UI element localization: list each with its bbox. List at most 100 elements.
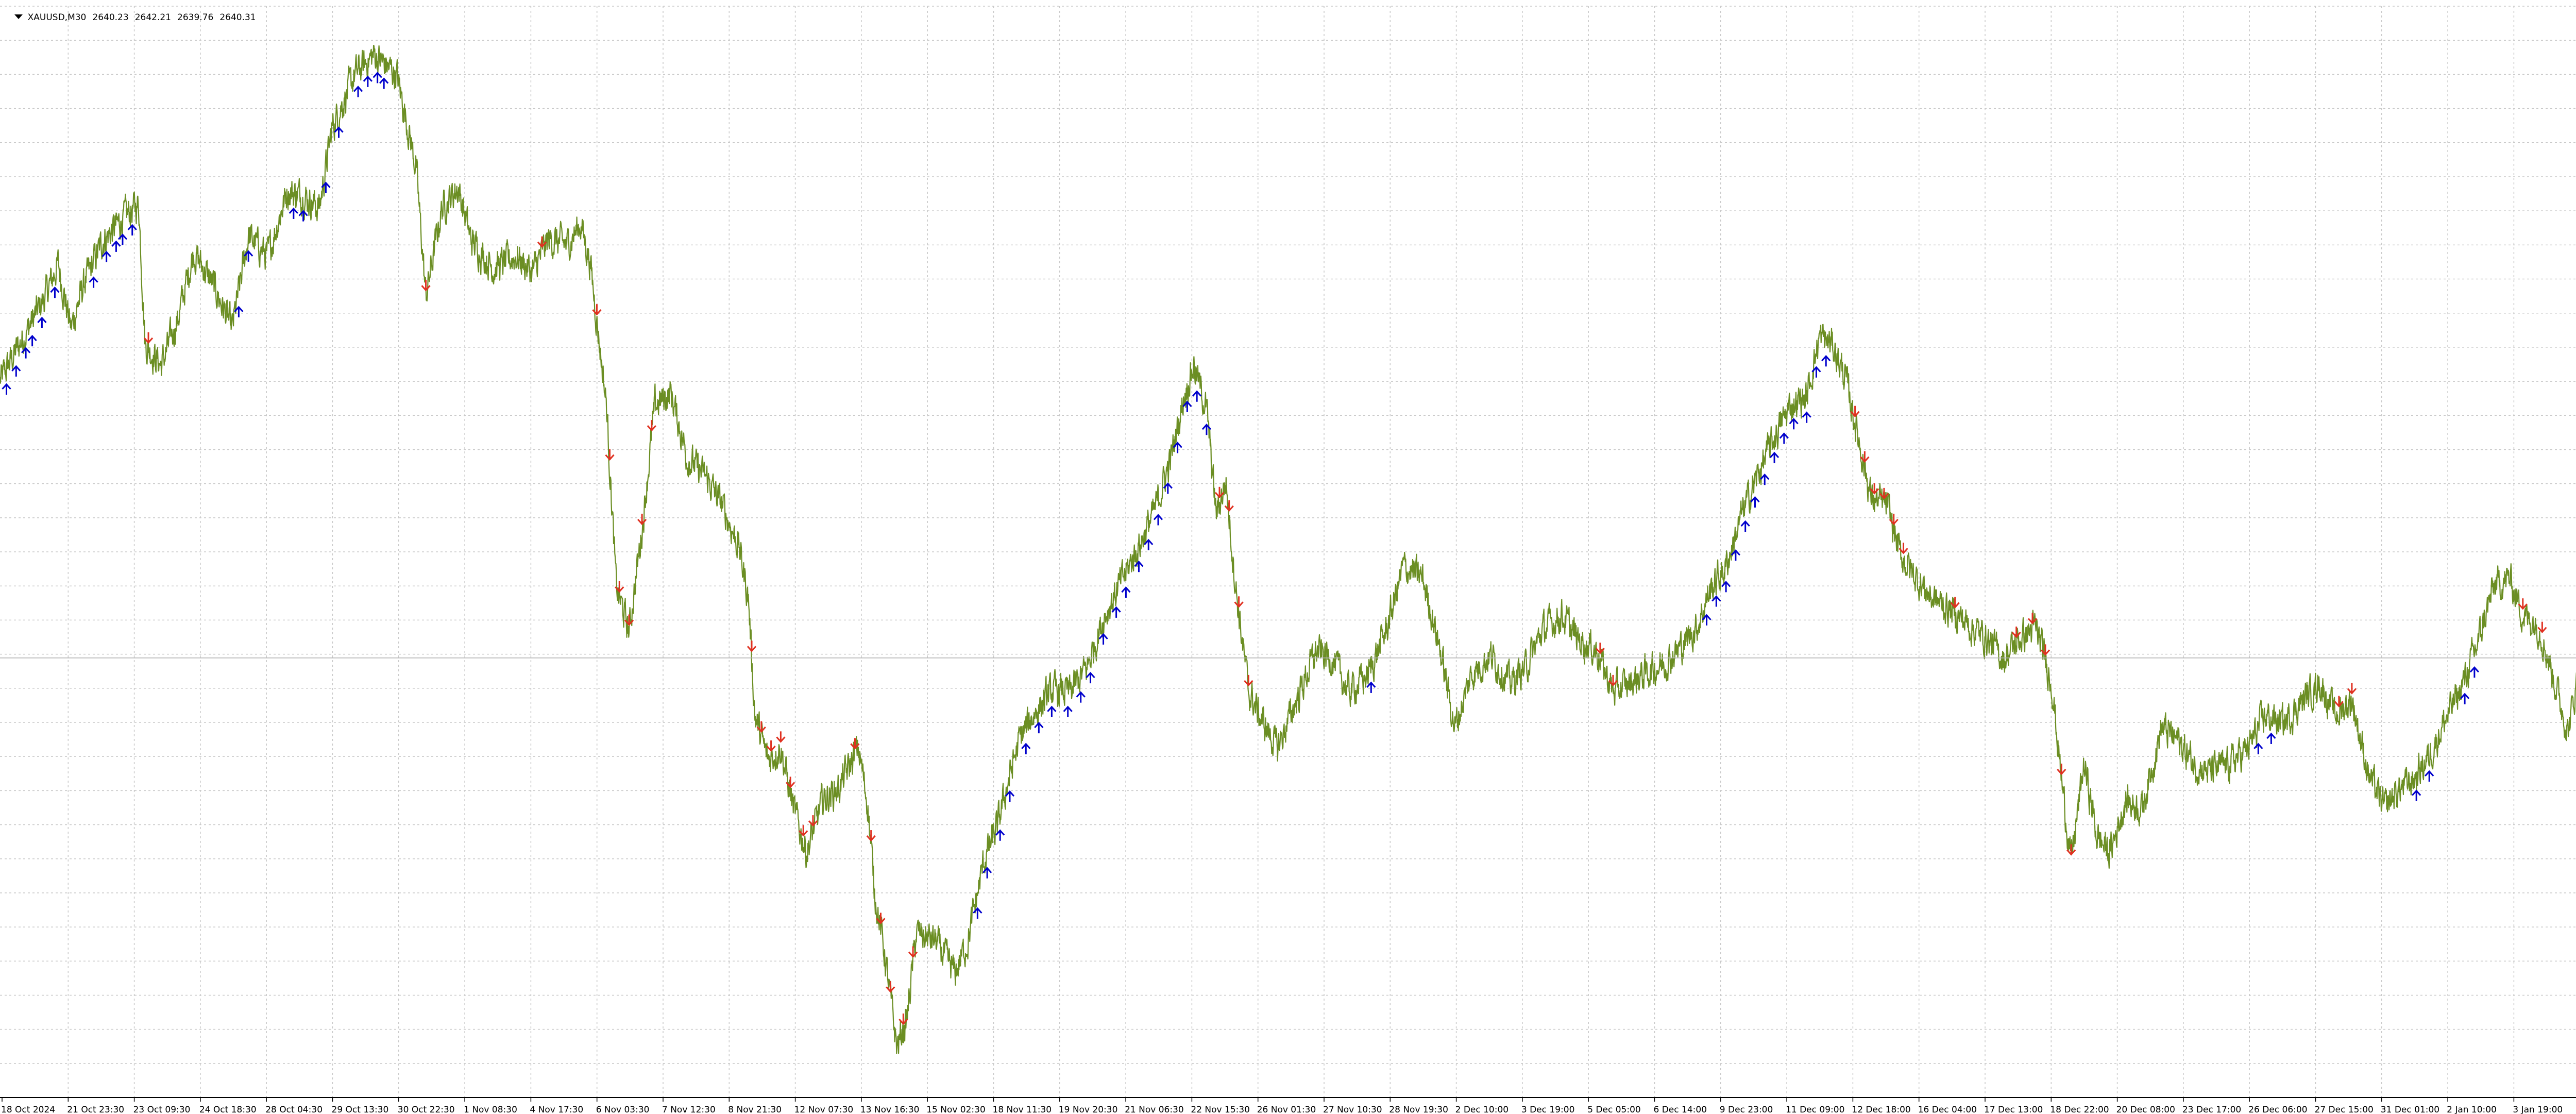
x-tick-label: 1 Nov 08:30 xyxy=(464,1105,517,1114)
buy-arrow-icon xyxy=(1702,614,1711,626)
buy-arrow-icon xyxy=(1034,721,1044,734)
collapse-triangle-icon[interactable] xyxy=(14,14,23,19)
buy-arrow-icon xyxy=(982,867,992,879)
x-tick-label: 18 Oct 2024 xyxy=(1,1105,55,1114)
x-tick-label: 29 Oct 13:30 xyxy=(332,1105,389,1114)
sell-arrow-icon xyxy=(2040,644,2050,656)
x-tick-label: 21 Nov 06:30 xyxy=(1125,1105,1184,1114)
x-tick-label: 3 Dec 19:00 xyxy=(1521,1105,1575,1114)
signal-arrows-layer xyxy=(2,72,2547,1025)
sell-arrow-icon xyxy=(143,332,154,344)
buy-arrow-icon xyxy=(2469,666,2480,678)
x-tick-label: 23 Dec 17:00 xyxy=(2182,1105,2241,1114)
x-tick-label: 13 Nov 16:30 xyxy=(860,1105,920,1114)
buy-arrow-icon xyxy=(2,383,11,395)
buy-arrow-icon xyxy=(1366,681,1376,693)
x-tick-label: 22 Nov 15:30 xyxy=(1191,1105,1250,1114)
buy-arrow-icon xyxy=(1201,424,1212,435)
buy-arrow-icon xyxy=(127,224,137,236)
sell-arrow-icon xyxy=(1595,643,1605,654)
price-series-layer xyxy=(0,44,2576,1054)
buy-arrow-icon xyxy=(1740,520,1750,532)
x-tick-label: 18 Nov 11:30 xyxy=(993,1105,1052,1114)
buy-arrow-icon xyxy=(1098,633,1108,645)
buy-arrow-icon xyxy=(89,276,98,288)
buy-arrow-icon xyxy=(1121,586,1131,598)
buy-arrow-icon xyxy=(1063,705,1073,717)
buy-arrow-icon xyxy=(2266,732,2276,745)
x-tick-label: 18 Dec 22:00 xyxy=(2050,1105,2109,1114)
x-tick-label: 16 Dec 04:00 xyxy=(1918,1105,1977,1114)
high-value: 2642.21 xyxy=(134,12,171,23)
buy-arrow-icon xyxy=(1731,549,1741,561)
sell-arrow-icon xyxy=(776,731,786,743)
buy-arrow-icon xyxy=(1192,390,1202,402)
sell-arrow-icon xyxy=(624,614,634,626)
open-value: 2640.23 xyxy=(92,12,129,23)
buy-arrow-icon xyxy=(1721,581,1731,593)
sell-arrow-icon xyxy=(615,581,624,593)
buy-arrow-icon xyxy=(334,126,344,138)
sell-arrow-icon xyxy=(786,777,795,788)
buy-arrow-icon xyxy=(1086,671,1095,684)
buy-arrow-icon xyxy=(1144,538,1154,551)
sell-arrow-icon xyxy=(899,1013,908,1025)
sell-arrow-icon xyxy=(1214,486,1225,499)
x-tick-label: 30 Oct 22:30 xyxy=(398,1105,455,1114)
buy-arrow-icon xyxy=(995,829,1005,841)
buy-arrow-icon xyxy=(1173,442,1182,453)
x-tick-label: 19 Nov 20:30 xyxy=(1059,1105,1118,1114)
buy-arrow-icon xyxy=(298,210,308,222)
buy-arrow-icon xyxy=(973,907,982,919)
x-tick-label: 4 Nov 17:30 xyxy=(530,1105,583,1114)
buy-arrow-icon xyxy=(363,75,372,87)
buy-arrow-icon xyxy=(1750,496,1760,508)
x-tick-label: 15 Nov 02:30 xyxy=(926,1105,986,1114)
sell-arrow-icon xyxy=(808,815,818,827)
sell-arrow-icon xyxy=(876,913,886,924)
buy-arrow-icon xyxy=(2460,693,2470,704)
buy-arrow-icon xyxy=(101,250,111,263)
x-tick-label: 20 Dec 08:00 xyxy=(2116,1105,2175,1114)
sell-arrow-icon xyxy=(1899,543,1908,554)
sell-arrow-icon xyxy=(886,981,895,993)
x-tick-label: 7 Nov 12:30 xyxy=(662,1105,716,1114)
buy-arrow-icon xyxy=(379,77,389,89)
sell-arrow-icon xyxy=(1889,513,1899,526)
x-tick-label: 21 Oct 23:30 xyxy=(67,1105,124,1114)
x-tick-label: 8 Nov 21:30 xyxy=(728,1105,782,1114)
buy-arrow-icon xyxy=(1821,355,1831,367)
sell-arrow-icon xyxy=(1870,483,1879,495)
grid xyxy=(0,6,2576,1098)
close-value: 2640.31 xyxy=(219,12,256,23)
x-tick-label: 26 Dec 06:00 xyxy=(2248,1105,2307,1114)
x-tick-label: 27 Nov 10:30 xyxy=(1323,1105,1382,1114)
buy-arrow-icon xyxy=(1711,595,1721,607)
sell-arrow-icon xyxy=(866,830,876,842)
sell-arrow-icon xyxy=(1608,674,1618,687)
sell-arrow-icon xyxy=(2347,683,2357,695)
buy-arrow-icon xyxy=(1134,560,1144,572)
x-tick-label: 2 Dec 10:00 xyxy=(1455,1105,1509,1114)
buy-arrow-icon xyxy=(1779,432,1789,444)
buy-arrow-icon xyxy=(1789,418,1799,430)
sell-arrow-icon xyxy=(2334,696,2344,707)
buy-arrow-icon xyxy=(1769,451,1780,464)
x-tick-label: 6 Dec 14:00 xyxy=(1654,1105,1707,1114)
x-tick-label: 31 Dec 01:00 xyxy=(2381,1105,2439,1114)
x-tick-label: 23 Oct 09:30 xyxy=(133,1105,191,1114)
sell-arrow-icon xyxy=(637,513,647,526)
sell-arrow-icon xyxy=(605,449,615,461)
x-tick-label: 5 Dec 05:00 xyxy=(1587,1105,1641,1114)
sell-arrow-icon xyxy=(2027,613,2038,624)
x-tick-label: 3 Jan 19:00 xyxy=(2513,1105,2563,1114)
sell-arrow-icon xyxy=(747,640,757,652)
buy-arrow-icon xyxy=(1021,742,1031,754)
buy-arrow-icon xyxy=(11,365,21,377)
sell-arrow-icon xyxy=(647,420,657,432)
buy-arrow-icon xyxy=(1811,366,1821,378)
buy-arrow-icon xyxy=(117,233,128,245)
